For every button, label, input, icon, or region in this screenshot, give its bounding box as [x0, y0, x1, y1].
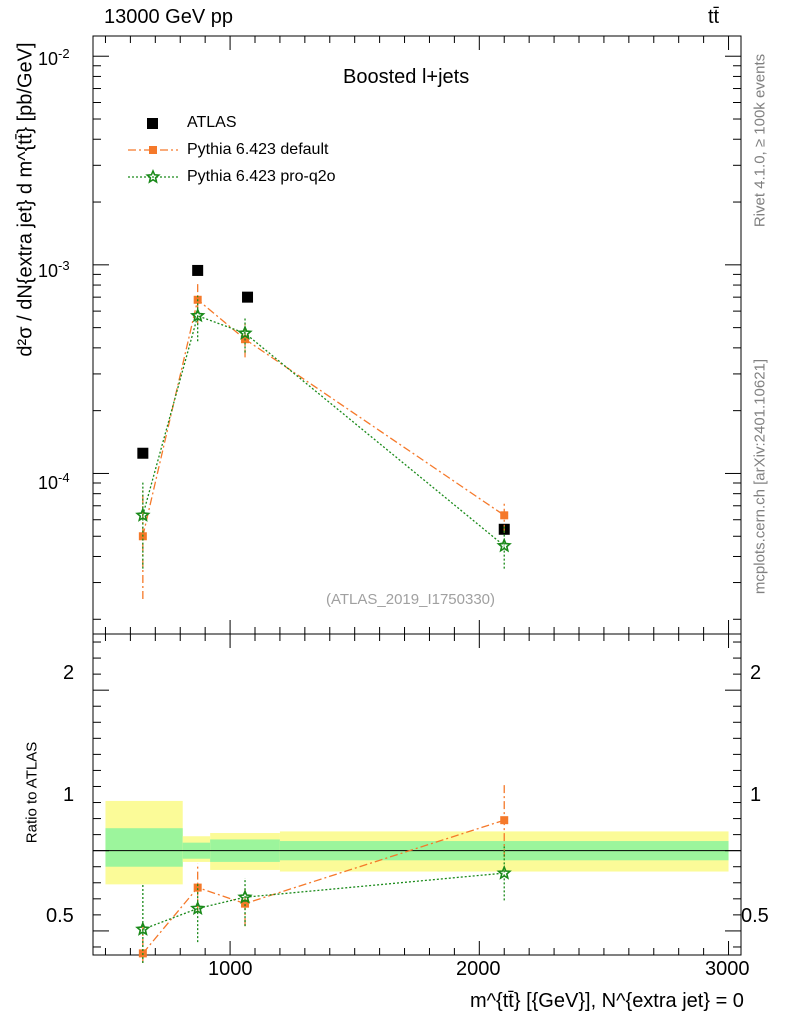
ratio-default-marker-3: [500, 816, 509, 825]
main-ylabel: d²σ / dN{extra jet} d m^{tt̄} [pb/GeV]: [14, 42, 37, 357]
ratio-proq2o-marker-2: [237, 889, 253, 904]
main-title: Boosted l+jets: [343, 66, 470, 88]
ratio-proq2o-line: [142, 872, 505, 930]
ratio-ytick-label-2-left: 2: [63, 662, 75, 684]
header-process-label: tt̄: [708, 6, 720, 28]
side-label-rivet: Rivet 4.1.0, ≥ 100k events: [751, 53, 769, 228]
ratio-default-marker-1: [193, 883, 202, 892]
ratio-proq2o-marker-3: [496, 864, 512, 880]
xlabel: m^{tt̄} [{GeV}], N^{extra jet} = 0: [470, 990, 744, 1012]
legend-symbol-default: [149, 146, 157, 154]
ratio-ytick-label-05-left: 0.5: [46, 905, 74, 927]
ratio-plot-frame: [92, 633, 742, 956]
atlas-marker-2: [242, 291, 254, 303]
main-proq2o-marker-3: [496, 537, 512, 553]
ratio-ytick-label-2-right: 2: [750, 662, 762, 684]
side-label-mcplots: mcplots.cern.ch [arXiv:2401.10621]: [751, 358, 769, 595]
legend-label-default: Pythia 6.423 default: [187, 141, 329, 158]
xtick-label-2000: 2000: [456, 958, 501, 980]
ratio-proq2o-marker-0: [135, 921, 151, 936]
main-ytick-label-1e-3: 10-3: [38, 258, 70, 281]
main-ytick-label-1e-4: 10-4: [38, 470, 70, 493]
main-proq2o-marker-1: [190, 307, 206, 323]
ratio-ylabel: Ratio to ATLAS: [23, 741, 41, 844]
atlas-marker-1: [192, 264, 204, 276]
xtick-label-1000: 1000: [208, 958, 253, 980]
main-proq2o-line: [142, 314, 505, 547]
header-energy-label: 13000 GeV pp: [104, 6, 233, 28]
legend-symbol-atlas: [147, 118, 158, 129]
ratio-proq2o-marker-1: [190, 900, 206, 915]
ratio-ytick-label-1-right: 1: [750, 784, 762, 806]
ratio-band-inner-0: [105, 828, 183, 867]
source-label: (ATLAS_2019_I1750330): [326, 591, 496, 608]
main-ytick-label-1e-2: 10-2: [38, 46, 70, 69]
atlas-marker-0: [137, 447, 149, 459]
legend-label-proq2o: Pythia 6.423 pro-q2o: [187, 168, 336, 185]
main-proq2o-marker-2: [237, 325, 253, 340]
xtick-label-3000: 3000: [705, 958, 750, 980]
main-proq2o-marker-0: [135, 507, 151, 522]
main-default-line: [142, 298, 505, 537]
ratio-ytick-label-1-left: 1: [63, 784, 75, 806]
legend-label-atlas: ATLAS: [187, 114, 237, 131]
ratio-ytick-label-05-right: 0.5: [741, 905, 769, 927]
legend-symbol-proq2o: [145, 168, 161, 184]
main-default-marker-3: [500, 511, 509, 520]
ratio-default-marker-2: [241, 899, 250, 908]
